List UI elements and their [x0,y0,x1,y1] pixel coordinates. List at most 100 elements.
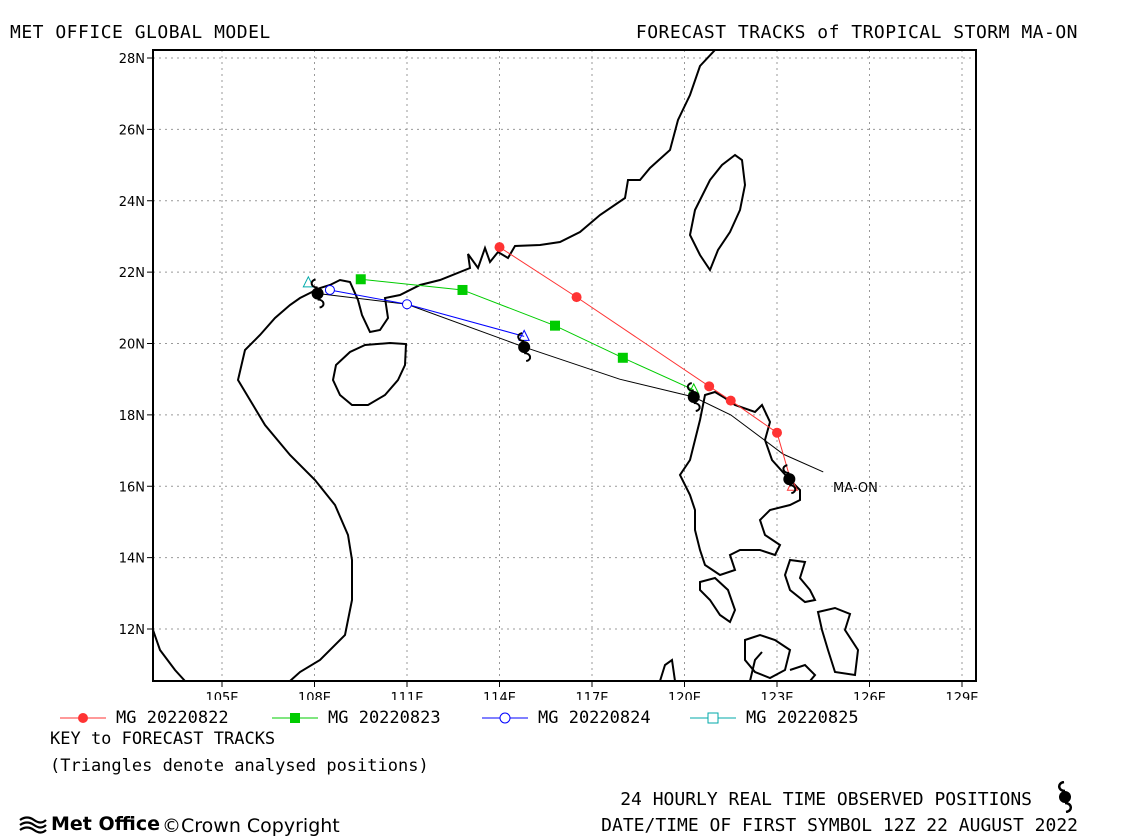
logo-text: Met Office [51,813,160,835]
coast-hainan [331,341,408,406]
cyclone-arm-bottom [693,402,701,413]
forecast-marker [704,381,715,392]
observed-track [317,293,824,473]
key-title: KEY to FORECAST TRACKS [50,729,276,749]
lat-tick-label: 16N [119,480,145,495]
lat-tick-label: 12N [119,623,145,638]
forecast-track-0 [494,242,799,491]
forecast-map: 105E 108E 111E 114E 117E 120E 123E 126E 129E 12N 1… [119,49,979,700]
cyclone-arm-top [310,278,318,289]
forecast-track-line [360,278,694,391]
lon-tick-label: 111E [390,691,423,700]
observed-positions [310,278,797,495]
coast-china-vietnam [236,50,716,681]
lon-tick-label: 108E [298,691,331,700]
forecast-marker [725,395,736,406]
lon-tick-label: 105E [205,691,238,700]
lat-tick-label: 14N [119,552,145,567]
met-office-logo: Met Office [18,813,160,835]
legend-item-20220822: MG 20220822 [58,707,229,729]
lat-tick-label: 24N [119,195,145,210]
legend-label: MG 20220825 [746,708,859,728]
copyright-text: Crown Copyright [181,815,340,837]
observed-position [686,382,701,413]
coast-mindoro [699,576,737,624]
lon-tick-label: 120E [668,691,701,700]
coast-leyte [816,606,860,677]
coast-gulf-fragment [153,629,186,681]
observed-track-line [317,293,824,473]
lon-tick-label: 129E [945,691,978,700]
grid-lines [153,50,976,681]
met-office-logo-icon [19,816,47,834]
forecast-marker [457,284,468,295]
coast-samar [783,558,817,604]
forecast-track-line [329,289,525,337]
cyclone-arm-top [517,332,525,343]
observed-position-dot [783,473,796,486]
observed-positions-label: 24 HOURLY REAL TIME OBSERVED POSITIONS [620,789,1032,810]
forecast-marker [402,299,412,310]
coast-luzon [678,390,801,577]
key-note: (Triangles denote analysed positions) [50,756,429,776]
legend-label: MG 20220822 [116,708,229,728]
cyclone-arm-bottom [789,484,797,495]
observed-position [517,332,532,363]
chart-title: FORECAST TRACKS of TROPICAL STORM MA-ON [635,22,1078,43]
cyclone-arm-top [686,382,694,393]
lat-tick-label: 18N [119,409,145,424]
cyclone-symbol-icon [1058,781,1072,813]
lon-tick-label: 114E [483,691,516,700]
observed-position-dot [311,287,324,300]
legend-item-20220823: MG 20220823 [270,707,441,729]
copyright-symbol-icon: © [162,815,181,837]
copyright-notice: ©Crown Copyright [162,815,340,837]
forecast-marker [494,242,505,253]
lat-tick-label: 22N [119,266,145,281]
legend-item-20220825: MG 20220825 [688,707,859,729]
forecast-track-3 [302,275,315,288]
observed-position [782,464,797,495]
coast-bohol [789,663,817,681]
forecast-tracks [302,242,799,491]
analysed-position-triangle [302,275,315,288]
legend: MG 20220822 MG 20220823 MG 20220824 MG 2… [50,707,1050,731]
coast-palawan-tip [659,658,676,681]
lat-tick-label: 28N [119,52,145,67]
legend-swatch-open-square [690,712,736,724]
legend-swatch-filled-square [272,713,318,723]
observed-position-dot [518,341,531,354]
coast-negros [749,651,763,681]
legend-label: MG 20220823 [328,708,441,728]
forecast-marker [772,427,782,438]
plot-frame [152,49,977,682]
lat-tick-label: 26N [119,123,145,138]
coast-taiwan [688,153,747,273]
cyclone-arm-bottom [524,352,532,363]
storm-label: MA-ON [833,481,878,496]
forecast-marker [550,320,560,331]
lon-tick-label: 126E [853,691,886,700]
cyclone-arm-top [782,464,790,475]
axis-ticks: 105E 108E 111E 114E 117E 120E 123E 126E 129E 12N 1… [119,52,979,700]
forecast-marker [571,292,582,303]
forecast-marker [617,352,628,363]
lon-tick-label: 123E [760,691,793,700]
forecast-marker [324,284,335,295]
legend-label: MG 20220824 [538,708,651,728]
forecast-marker [355,274,366,285]
observed-position-dot [687,391,700,404]
observed-position [310,278,325,309]
forecast-track-2 [324,284,530,341]
legend-item-20220824: MG 20220824 [480,707,651,729]
lat-tick-label: 20N [119,338,145,353]
forecast-track-line [499,246,793,487]
cyclone-arm-bottom [317,298,325,309]
coast-panay [744,633,792,680]
legend-swatch-open-circle [482,712,528,724]
model-title: MET OFFICE GLOBAL MODEL [10,22,271,43]
legend-swatch-filled-circle [60,713,106,723]
coastlines [153,50,860,681]
lon-tick-label: 117E [575,691,608,700]
first-symbol-datetime: DATE/TIME OF FIRST SYMBOL 12Z 22 AUGUST … [601,815,1078,836]
